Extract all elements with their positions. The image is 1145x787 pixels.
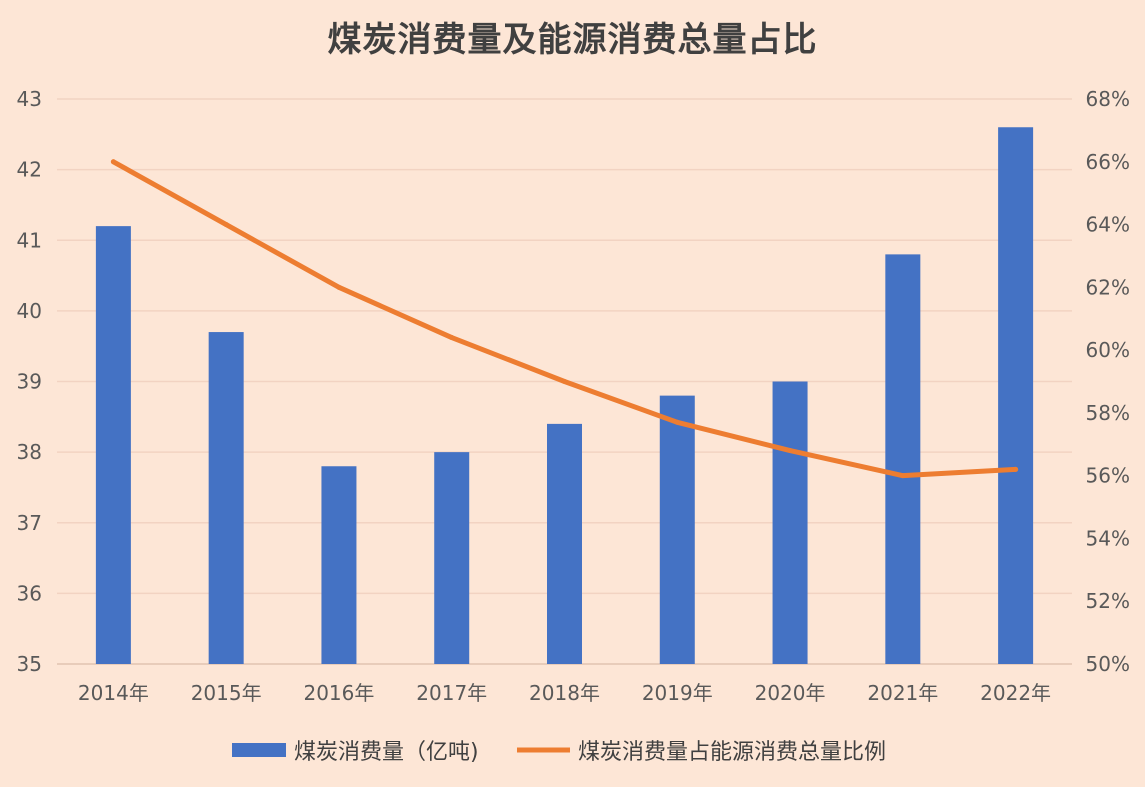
x-tick-label: 2015年 [191,681,262,705]
line-point-2017年 [449,335,455,341]
line-point-2021年 [900,473,906,479]
x-tick-label: 2022年 [980,681,1051,705]
x-tick-label: 2018年 [529,681,600,705]
x-tick-label: 2016年 [303,681,374,705]
bar-2014年 [95,226,131,664]
right-tick-label: 50% [1086,652,1130,676]
left-tick-label: 37 [17,511,42,535]
left-axis: 35 36 37 38 39 40 41 42 43 [17,87,42,676]
right-tick-label: 52% [1086,589,1130,613]
line-point-2015年 [223,222,229,228]
x-tick-label: 2014年 [78,681,149,705]
left-tick-label: 40 [17,299,42,323]
left-tick-label: 35 [17,652,42,676]
left-tick-label: 41 [17,228,42,252]
bar-2018年 [547,423,582,664]
bar-2022年 [998,127,1034,664]
bar-2020年 [772,381,808,664]
right-tick-label: 66% [1086,150,1130,174]
line-point-2016年 [336,284,342,290]
x-tick-label: 2019年 [642,681,713,705]
legend: 煤炭消费量（亿吨) 煤炭消费量占能源消费总量比例 [232,740,886,765]
x-tick-label: 2020年 [755,681,826,705]
left-tick-label: 36 [17,581,42,605]
right-tick-label: 68% [1086,87,1130,111]
x-axis: 2014年 2015年 2016年 2017年 2018年 2019年 2020年 2021年… [78,681,1051,705]
left-tick-label: 42 [17,158,42,182]
line-point-2022年 [1013,466,1019,472]
right-tick-label: 62% [1086,275,1130,299]
line-point-2020年 [787,448,793,454]
right-tick-label: 64% [1086,213,1130,237]
bar-2017年 [434,452,470,664]
left-tick-label: 43 [17,87,42,111]
right-tick-label: 56% [1086,464,1130,488]
line-point-2018年 [562,379,567,384]
x-tick-label: 2017年 [416,681,487,705]
bar-2015年 [208,332,244,664]
right-tick-label: 54% [1086,526,1130,550]
legend-bar-label: 煤炭消费量（亿吨) [294,740,479,765]
legend-line-label: 煤炭消费量占能源消费总量比例 [578,740,886,765]
bar-2019年 [659,395,695,664]
left-tick-label: 39 [17,370,42,394]
bar-2016年 [321,466,357,664]
legend-bar-swatch [232,743,286,757]
right-axis: 50% 52% 54% 56% 58% 60% 62% 64% 66% 68% [1086,87,1130,676]
right-tick-label: 60% [1086,338,1130,362]
bar-series [95,127,1034,664]
right-tick-label: 58% [1086,401,1130,425]
left-tick-label: 38 [17,440,42,464]
line-point-2019年 [674,419,680,425]
chart-title: 煤炭消费量及能源消费总量占比 [327,20,818,60]
line-series [110,159,1019,479]
line-point-2014年 [110,159,116,165]
x-tick-label: 2021年 [867,681,938,705]
bar-2021年 [885,254,921,664]
